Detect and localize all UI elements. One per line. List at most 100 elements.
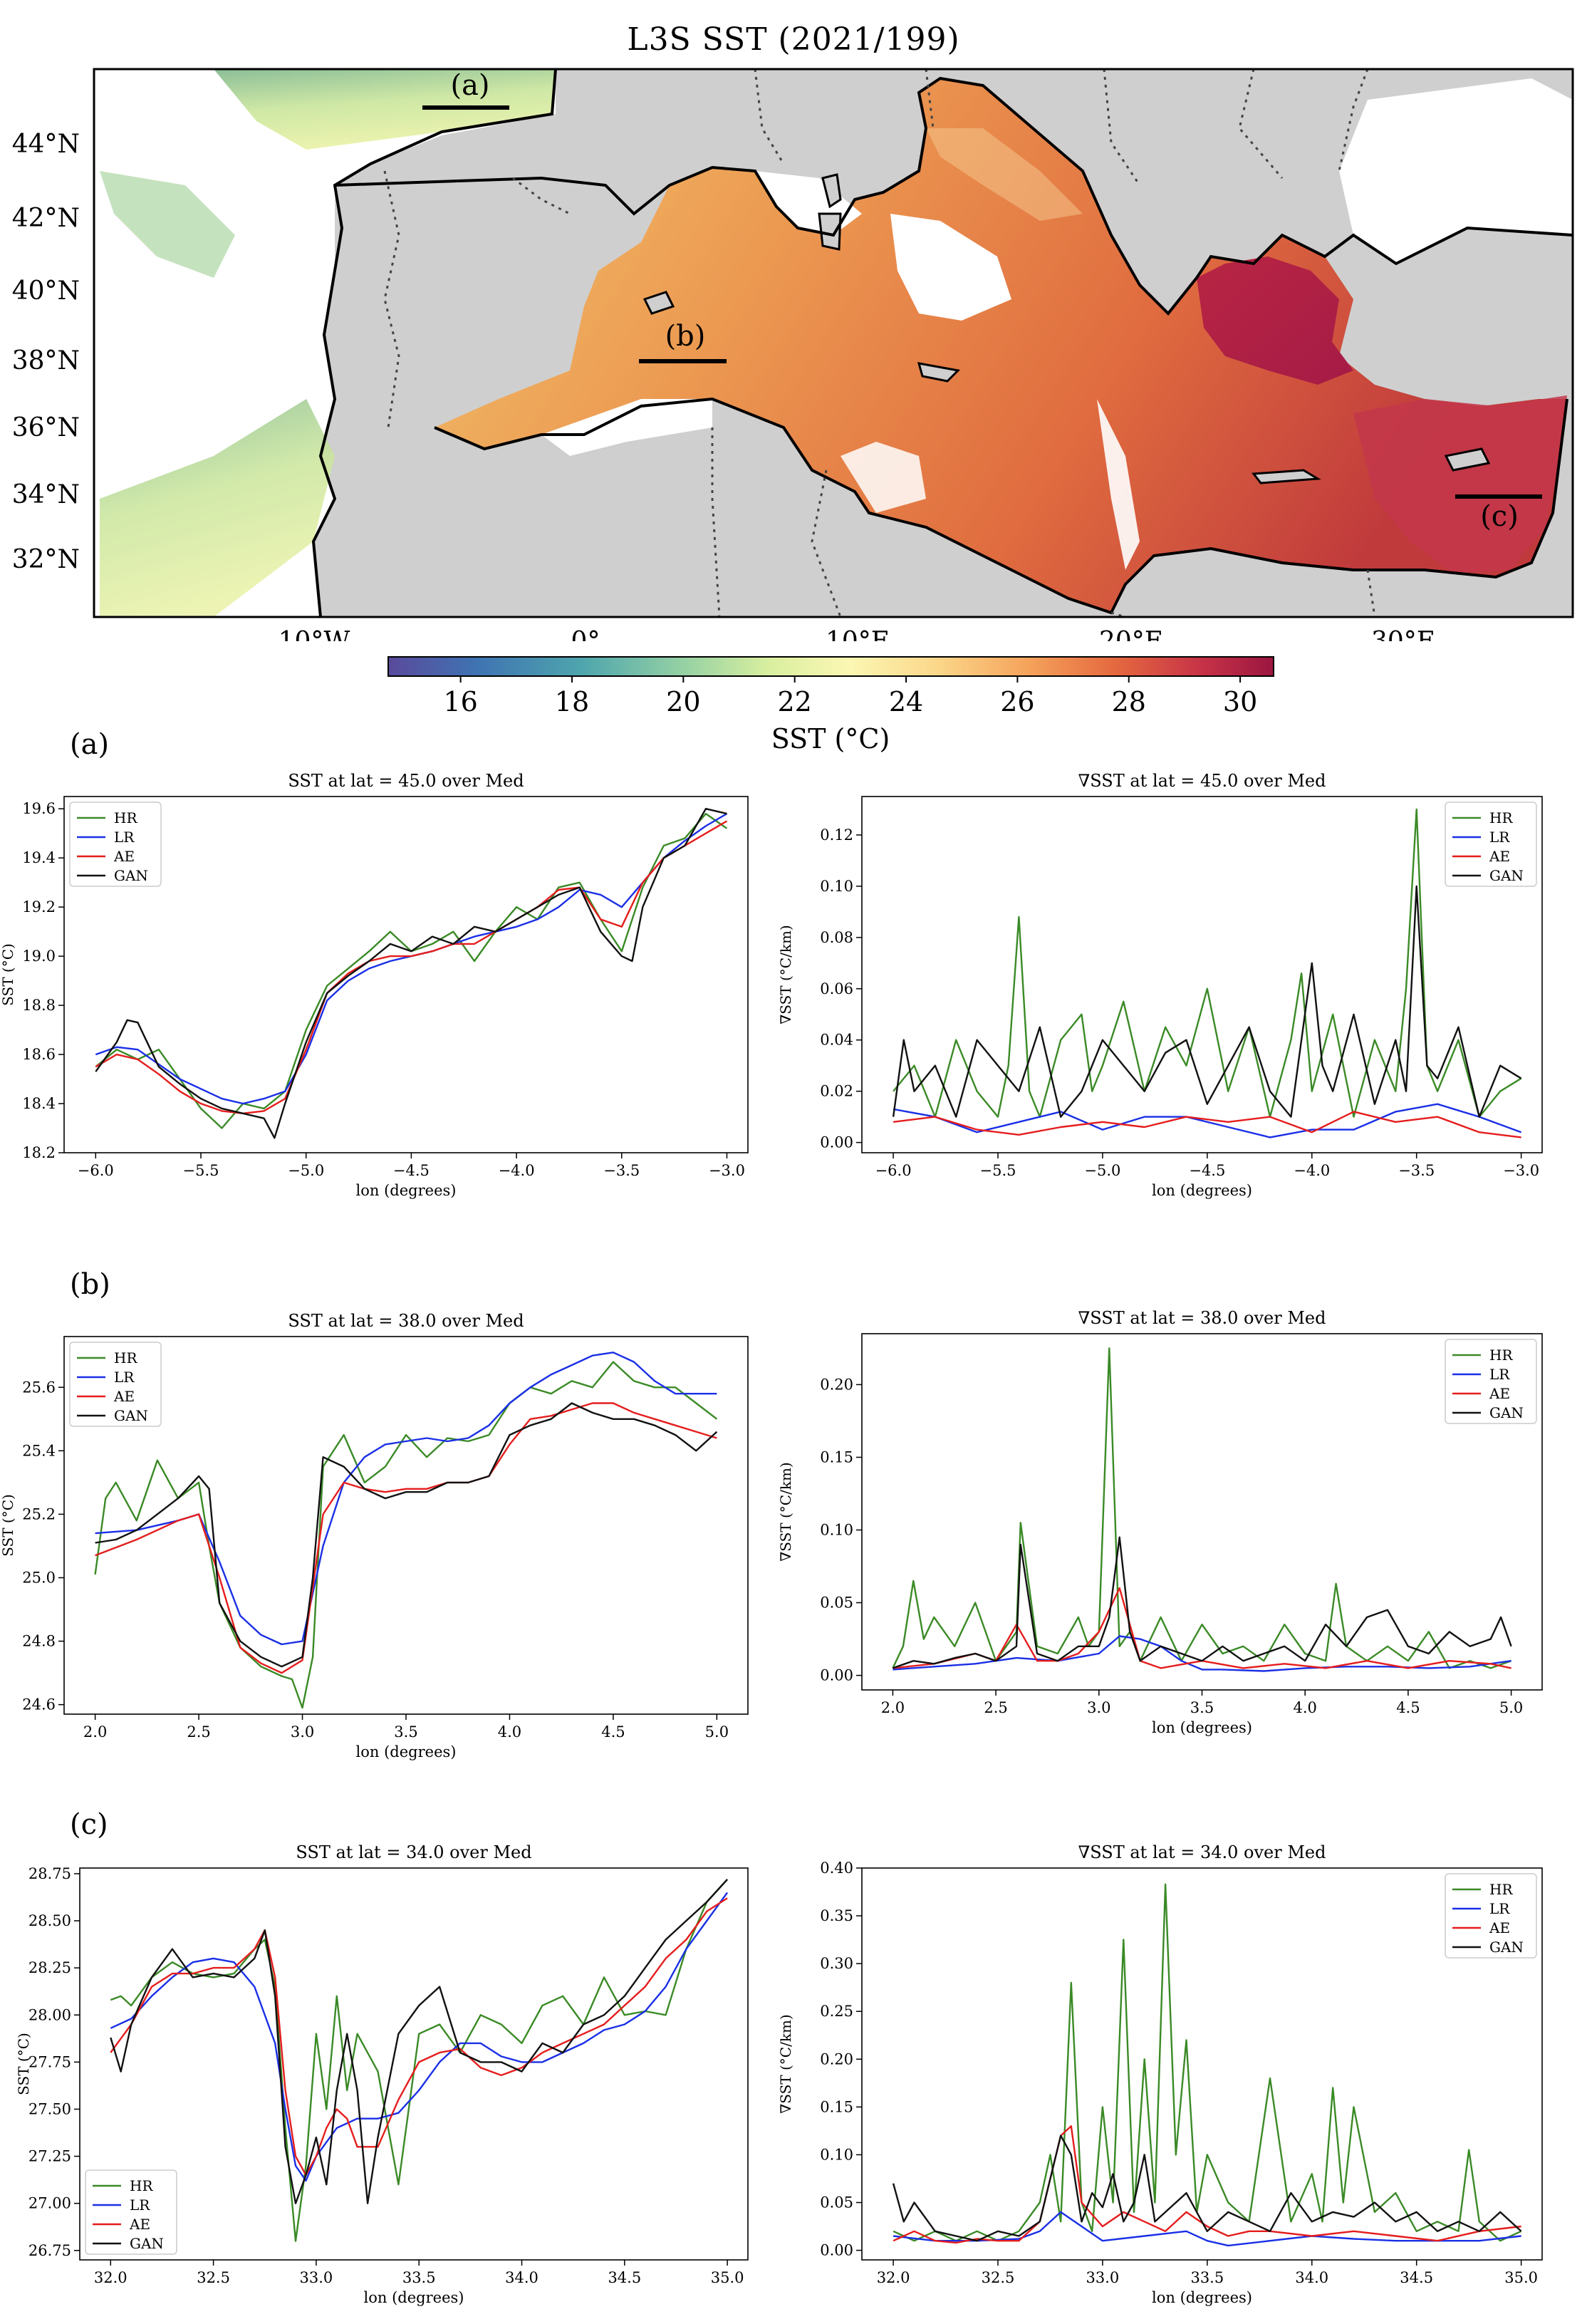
series-line-gan <box>110 1879 728 2204</box>
y-tick-label: 0.10 <box>820 2146 853 2163</box>
x-tick-label: 3.5 <box>394 1723 417 1741</box>
x-tick-label: 2.5 <box>984 1699 1007 1716</box>
y-tick-label: 0.15 <box>820 2098 853 2115</box>
legend-box <box>1445 802 1537 887</box>
y-tick-label: 19.2 <box>22 898 56 915</box>
transect-a-label: (a) <box>450 69 489 102</box>
legend-label-hr: HR <box>1489 1881 1513 1898</box>
y-tick-label: 26.75 <box>28 2242 71 2259</box>
legend-label-gan: GAN <box>1489 1939 1524 1956</box>
x-tick-label: 33.0 <box>300 2269 333 2286</box>
country-borders <box>383 69 1376 617</box>
series-line-ae <box>110 1897 728 2177</box>
colorbar-ticks: 16 18 20 22 24 26 28 30 <box>443 676 1257 717</box>
lat-label-44: 44°N <box>12 130 80 159</box>
legend-label-ae: AE <box>113 1388 135 1405</box>
legend-label-gan: GAN <box>114 867 148 884</box>
legend-box <box>69 802 162 887</box>
x-tick-label: −4.5 <box>393 1162 430 1179</box>
transect-c-label: (c) <box>1480 500 1519 533</box>
y-tick-label: 0.15 <box>820 1448 853 1466</box>
chart-title: SST at lat = 38.0 over Med <box>288 1311 524 1331</box>
x-tick-label: 34.5 <box>1400 2269 1433 2286</box>
sst-map: (a) (b) (c) 44°N 42°N 40°N 38°N 36°N 34°… <box>12 68 1574 641</box>
colorbar-tick-label-28: 28 <box>1112 686 1146 717</box>
x-tick-label: −5.5 <box>183 1162 219 1179</box>
chart-title: ∇SST at lat = 45.0 over Med <box>1078 771 1326 791</box>
colorbar-label: SST (°C) <box>771 723 890 754</box>
aegean-sea <box>1197 256 1353 385</box>
y-tick-label: 24.6 <box>22 1696 56 1713</box>
series-line-hr <box>94 1361 718 1709</box>
legend-label-ae: AE <box>1489 1385 1510 1402</box>
y-tick-label: 0.35 <box>820 1907 853 1924</box>
x-tick-label: −3.0 <box>1503 1162 1539 1179</box>
plot-frame <box>63 1336 749 1715</box>
x-tick-label: 3.0 <box>1087 1699 1110 1716</box>
legend-label-ae: AE <box>1489 1919 1510 1936</box>
x-tick-label: −3.5 <box>603 1162 640 1179</box>
x-tick-label: 3.0 <box>291 1723 314 1741</box>
series-group <box>892 1347 1512 1672</box>
legend: HR LR AE GAN <box>1445 1339 1537 1424</box>
y-axis-label: SST (°C) <box>15 2033 32 2095</box>
legend: HR LR AE GAN <box>85 2169 177 2255</box>
y-tick-label: 0.05 <box>820 1594 853 1612</box>
chart-title: ∇SST at lat = 38.0 over Med <box>1078 1308 1326 1328</box>
panel-label-b: (b) <box>70 1268 110 1301</box>
series-line-hr <box>110 1879 728 2242</box>
y-axis-label: ∇SST (°C/km) <box>777 1462 794 1561</box>
lon-label-30e: 30°E <box>1371 627 1435 641</box>
panel-label-c: (c) <box>70 1808 108 1841</box>
colorbar-tick-label-22: 22 <box>778 686 812 717</box>
y-axis-label: ∇SST (°C/km) <box>777 925 794 1024</box>
series-line-lr <box>95 1352 717 1646</box>
y-tick-label: 19.6 <box>22 800 56 817</box>
legend: HR LR AE GAN <box>69 802 162 887</box>
series-line-lr <box>893 1103 1522 1138</box>
legend-label-lr: LR <box>1489 829 1510 846</box>
y-tick-label: 0.20 <box>820 2050 853 2068</box>
legend-label-lr: LR <box>114 1369 135 1386</box>
series-line-gan <box>893 1536 1512 1669</box>
legend-label-lr: LR <box>1489 1900 1510 1917</box>
colorbar-tick-label-16: 16 <box>443 686 477 717</box>
legend: HR LR AE GAN <box>1445 1873 1537 1959</box>
legend-label-hr: HR <box>1489 1347 1513 1364</box>
map-frame <box>93 68 1574 618</box>
y-tick-label: 0.02 <box>820 1083 853 1100</box>
plot-frame <box>861 1333 1543 1691</box>
legend-label-gan: GAN <box>1489 1404 1524 1421</box>
y-tick-label: 0.05 <box>820 2194 853 2211</box>
y-tick-label: 24.8 <box>22 1633 56 1650</box>
y-tick-label: 25.0 <box>22 1569 56 1586</box>
series-line-lr <box>893 2211 1521 2247</box>
series-line-lr <box>110 1892 729 2182</box>
lat-label-42: 42°N <box>12 204 80 233</box>
x-tick-label: 2.5 <box>187 1723 210 1741</box>
plot-frame <box>63 796 749 1153</box>
x-tick-label: −4.5 <box>1189 1162 1225 1179</box>
y-tick-label: 25.4 <box>22 1442 56 1459</box>
lon-label-10w: 10°W <box>279 627 350 641</box>
legend-label-hr: HR <box>114 809 137 826</box>
series-line-ae <box>95 1402 717 1674</box>
colorbar-tick-label-24: 24 <box>889 686 923 717</box>
coastline <box>311 69 557 617</box>
y-tick-label: 27.25 <box>28 2148 71 2165</box>
x-axis-label: lon (degrees) <box>356 1182 457 1199</box>
series-line-hr <box>893 1883 1522 2242</box>
chart-b-grad: ∇SST at lat = 38.0 over Med 2.0 2.5 3.0 3.5 4… <box>777 1308 1543 1736</box>
x-tick-label: −5.0 <box>1084 1162 1120 1179</box>
x-tick-label: 4.5 <box>601 1723 625 1741</box>
series-line-gan <box>892 2134 1522 2242</box>
x-axis-label: lon (degrees) <box>364 2289 464 2306</box>
x-tick-label: 33.5 <box>1190 2269 1224 2286</box>
y-tick-label: 0.12 <box>820 826 853 844</box>
series-line-gan <box>892 885 1522 1118</box>
x-tick-label: 32.5 <box>197 2269 230 2286</box>
lat-label-36: 36°N <box>12 413 80 442</box>
x-tick-label: −6.0 <box>78 1162 114 1179</box>
x-tick-label: 34.0 <box>505 2269 538 2286</box>
legend-box <box>1445 1873 1537 1959</box>
